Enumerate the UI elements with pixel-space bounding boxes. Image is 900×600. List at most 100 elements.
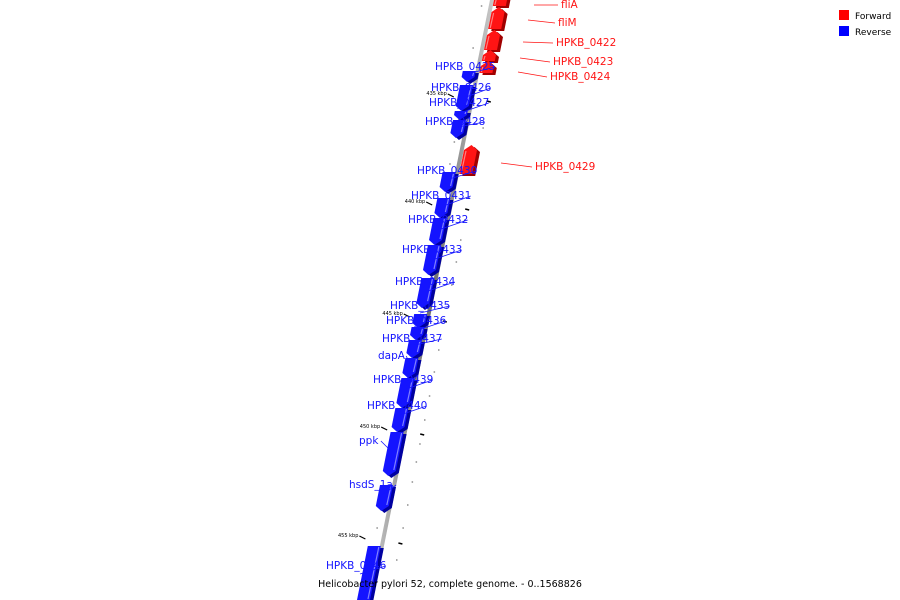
gene-arrow[interactable]	[481, 50, 496, 61]
legend-forward-swatch	[839, 10, 849, 20]
gene-highlight	[444, 198, 449, 213]
gene-arrow[interactable]	[484, 30, 500, 50]
gene-arrow[interactable]	[434, 198, 451, 218]
gene-hpkb-0426[interactable]: HPKB_0426	[431, 82, 492, 113]
gene-ppk[interactable]: ppk	[359, 432, 407, 478]
scale-ticks: 435 kbp 440 kbp 445 kbp 450 kbp 455 kbp	[338, 91, 491, 545]
gene-flia[interactable]: fliA	[492, 0, 579, 11]
gene-arrow[interactable]	[459, 145, 477, 174]
gene-label[interactable]: HPKB_0425	[435, 61, 495, 73]
gene-arrow[interactable]	[488, 7, 505, 29]
gene-arrow[interactable]	[410, 327, 425, 340]
scale-tick-label: 455 kbp	[338, 533, 358, 539]
gene-label[interactable]: HPKB_0422	[556, 37, 616, 49]
scale-tick-label: 445 kbp	[382, 311, 402, 317]
gene-label[interactable]: HPKB_0435	[390, 300, 450, 312]
gene-label[interactable]: HPKB_0431	[411, 190, 471, 202]
gene-highlight	[416, 340, 421, 353]
gene-label[interactable]: HPKB_0423	[553, 56, 613, 68]
gene-leader-line	[417, 320, 446, 331]
legend-forward-label: Forward	[855, 12, 891, 22]
gene-hpkb-0435[interactable]: HPKB_0435	[390, 300, 450, 330]
gene-label[interactable]: HPKB_0428	[425, 116, 485, 128]
gene-highlight	[494, 0, 497, 6]
gene-hpkb-0427[interactable]: HPKB_0427	[429, 97, 489, 122]
gene-arrow[interactable]	[382, 432, 404, 476]
gene-hpkb-0436[interactable]: HPKB_0436	[386, 315, 447, 342]
gene-label[interactable]: fliM	[558, 17, 577, 29]
gene-hpkb-0431[interactable]: HPKB_0431	[411, 190, 471, 220]
gene-arrow[interactable]	[454, 111, 468, 120]
gene-arrow[interactable]	[423, 245, 441, 275]
gene-hsds-1a[interactable]: hsdS_1a	[349, 479, 397, 513]
gene-leader-line	[414, 338, 442, 346]
gene-leader-line	[445, 195, 471, 206]
gene-label[interactable]: HPKB_0426	[431, 82, 492, 94]
scale-tick	[380, 426, 388, 431]
gene-highlight	[367, 546, 380, 600]
scale-tick-label: 435 kbp	[426, 91, 446, 97]
gene-highlight	[406, 378, 413, 403]
gene-arrow[interactable]	[402, 358, 419, 378]
gene-label[interactable]: HPKB_0424	[550, 71, 611, 83]
gene-hpkb-0424[interactable]: HPKB_0424	[479, 61, 611, 83]
gene-leader-line	[405, 355, 411, 365]
gene-leader-line	[522, 41, 554, 44]
gene-leader-line	[448, 170, 477, 180]
gene-label[interactable]: HPKB_0437	[382, 333, 442, 345]
gene-label[interactable]: dapA	[378, 350, 406, 362]
map-caption: Helicobacter pylori 52, complete genome.…	[318, 579, 582, 590]
gene-hpkb-0433[interactable]: HPKB_0433	[402, 244, 462, 277]
gene-leader-line	[427, 281, 455, 292]
gene-arrow[interactable]	[492, 0, 508, 6]
gene-hpkb-0423[interactable]: HPKB_0423	[481, 50, 613, 68]
gene-label[interactable]: HPKB_0446	[326, 560, 387, 572]
gene-arrow[interactable]	[396, 378, 415, 408]
gene-hpkb-0425[interactable]: HPKB_0425	[435, 61, 495, 84]
gene-highlight	[450, 172, 455, 187]
gene-label[interactable]: HPKB_0436	[386, 315, 447, 327]
gene-highlight	[489, 12, 495, 29]
gene-hpkb-0432[interactable]: HPKB_0432	[408, 214, 468, 247]
gene-arrow[interactable]	[461, 71, 476, 82]
gene-label[interactable]: HPKB_0429	[535, 161, 595, 173]
gene-leader-line	[440, 219, 468, 230]
scale-tick	[359, 535, 366, 540]
gene-label[interactable]: HPKB_0434	[395, 276, 456, 288]
gene-label[interactable]: HPKB_0432	[408, 214, 468, 226]
gene-arrow[interactable]	[357, 546, 381, 600]
gene-hpkb-0430[interactable]: HPKB_0430	[417, 165, 477, 194]
scale-tick-right	[420, 433, 425, 436]
gene-label[interactable]: ppk	[359, 435, 379, 447]
gene-arrow[interactable]	[455, 85, 473, 111]
gene-arrow[interactable]	[429, 218, 447, 245]
gene-leader-line	[381, 484, 397, 496]
gene-label[interactable]: HPKB_0427	[429, 97, 489, 109]
gene-dapa[interactable]: dapA	[378, 350, 422, 380]
gene-hpkb-0437[interactable]: HPKB_0437	[382, 333, 442, 360]
gene-arrow[interactable]	[439, 172, 456, 192]
scale-tick	[403, 313, 411, 318]
gene-hpkb-0434[interactable]: HPKB_0434	[395, 276, 456, 310]
scale-tick-right	[398, 542, 403, 545]
gene-hpkb-0429[interactable]: HPKB_0429	[459, 145, 595, 176]
gene-hpkb-0439[interactable]: HPKB_0439	[373, 374, 433, 410]
gene-arrow[interactable]	[416, 278, 435, 308]
gene-leader-line	[466, 66, 495, 75]
gene-hpkb-0440[interactable]: HPKB_0440	[367, 400, 427, 434]
gene-label[interactable]: hsdS_1a	[349, 479, 393, 491]
gene-leader-line	[465, 87, 491, 98]
gene-label[interactable]: HPKB_0430	[417, 165, 477, 177]
gene-flim[interactable]: fliM	[488, 7, 577, 31]
gene-label[interactable]: HPKB_0439	[373, 374, 433, 386]
gene-hpkb-0446[interactable]: HPKB_0446	[326, 546, 387, 600]
gene-arrow[interactable]	[450, 120, 466, 138]
gene-label[interactable]: HPKB_0440	[367, 400, 427, 412]
gene-label[interactable]: HPKB_0433	[402, 244, 462, 256]
gene-hpkb-0422[interactable]: HPKB_0422	[484, 30, 616, 52]
gene-label[interactable]: fliA	[561, 0, 579, 11]
gene-arrow[interactable]	[412, 314, 428, 328]
gene-hpkb-0428[interactable]: HPKB_0428	[425, 116, 485, 140]
gene-highlight	[412, 358, 417, 373]
gene-arrow[interactable]	[375, 485, 393, 511]
